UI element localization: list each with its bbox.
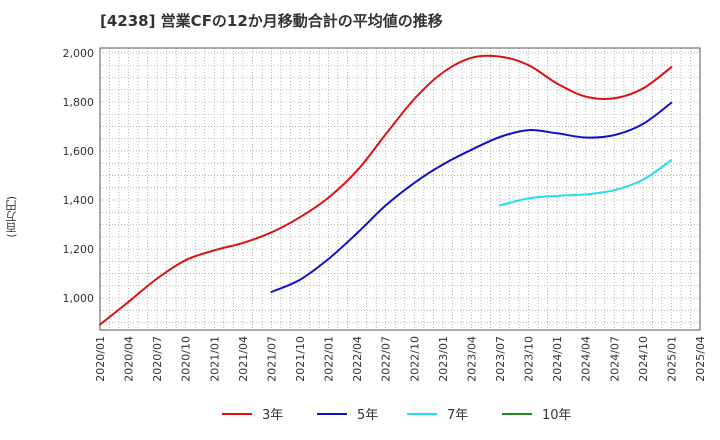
legend-label: 5年 xyxy=(357,408,378,423)
x-tick-label: 2023/10 xyxy=(523,336,536,382)
x-tick-label: 2023/04 xyxy=(465,336,478,382)
x-tick-labels: 2020/01 2020/04 2020/07 2020/10 2021/01 2021/… xyxy=(94,336,707,382)
x-tick-label: 2024/07 xyxy=(608,336,621,382)
legend-label: 10年 xyxy=(542,408,572,423)
x-tick-label: 2021/01 xyxy=(208,336,221,382)
chart-title: [4238] 営業CFの12か月移動合計の平均値の推移 xyxy=(100,12,443,30)
legend-label: 7年 xyxy=(447,408,468,423)
x-tick-label: 2024/04 xyxy=(580,336,593,382)
plot-area-frame xyxy=(99,47,701,331)
legend-label: 3年 xyxy=(262,408,283,423)
chart-legend: 3年 5年 7年 10年 xyxy=(222,408,572,423)
x-tick-label: 2025/01 xyxy=(665,336,678,382)
x-tick-label: 2023/01 xyxy=(437,336,450,382)
x-tick-label: 2020/07 xyxy=(151,336,164,382)
y-tick-labels: 1,000 1,200 1,400 1,600 1,800 2,000 xyxy=(63,47,95,305)
x-tick-label: 2020/01 xyxy=(94,336,107,382)
x-tick-label: 2022/01 xyxy=(323,336,336,382)
y-tick-label: 1,600 xyxy=(63,145,95,158)
x-tick-label: 2024/10 xyxy=(637,336,650,382)
y-tick-label: 1,200 xyxy=(63,243,95,256)
x-tick-label: 2025/04 xyxy=(694,336,707,382)
x-tick-label: 2020/04 xyxy=(123,336,136,382)
x-tick-label: 2021/07 xyxy=(265,336,278,382)
series-line-1 xyxy=(99,54,673,326)
x-tick-label: 2024/01 xyxy=(551,336,564,382)
y-tick-label: 1,000 xyxy=(63,292,95,305)
series-lines xyxy=(99,54,673,326)
x-tick-label: 2021/10 xyxy=(294,336,307,382)
x-tick-label: 2023/07 xyxy=(494,336,507,382)
series-line-2 xyxy=(270,101,673,293)
chart-grid xyxy=(99,48,701,330)
y-tick-label: 1,800 xyxy=(63,96,95,109)
x-tick-label: 2020/10 xyxy=(180,336,193,382)
series-line-3 xyxy=(499,159,673,207)
x-tick-label: 2022/07 xyxy=(380,336,393,382)
y-tick-label: 2,000 xyxy=(63,47,95,60)
y-tick-label: 1,400 xyxy=(63,194,95,207)
x-tick-label: 2022/10 xyxy=(408,336,421,382)
x-tick-label: 2021/04 xyxy=(237,336,250,382)
x-tick-label: 2022/04 xyxy=(351,336,364,382)
